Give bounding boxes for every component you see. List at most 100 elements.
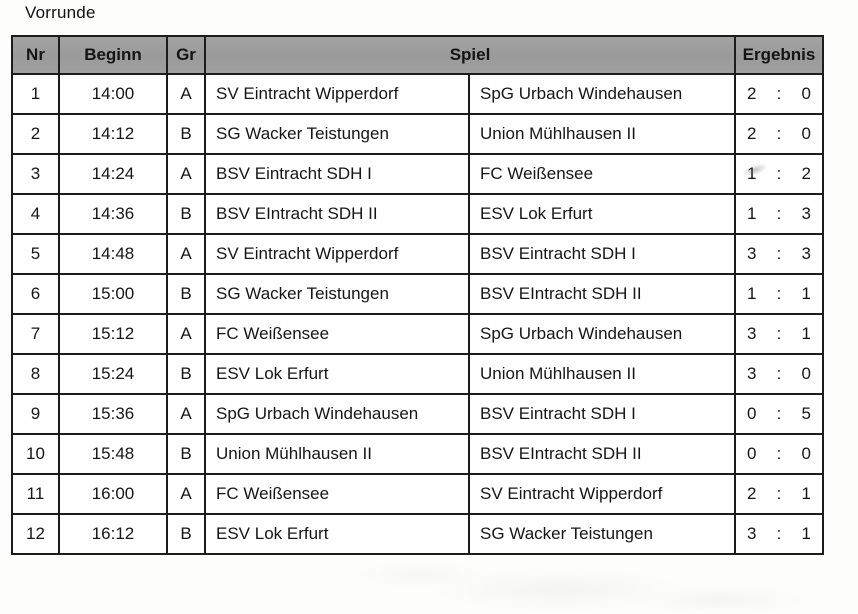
away-team: SpG Urbach Windehausen	[468, 313, 736, 355]
score-separator: :	[776, 404, 782, 423]
score-away: 3	[801, 244, 811, 263]
match-time: 14:48	[58, 233, 168, 275]
score-home: 0	[747, 404, 757, 423]
match-number: 10	[11, 433, 60, 475]
score-home: 1	[747, 204, 757, 223]
match-time: 14:00	[58, 73, 168, 115]
score-away: 0	[801, 124, 811, 143]
score-away: 0	[801, 364, 811, 383]
score-separator: :	[776, 484, 782, 503]
table-row: 3 14:24 A BSV Eintracht SDH I FC Weißens…	[11, 153, 824, 195]
column-header-nr: Nr	[11, 35, 60, 75]
score-wrap: 3 : 1	[737, 316, 821, 352]
home-team: BSV EIntracht SDH II	[204, 193, 470, 235]
table-row: 2 14:12 B SG Wacker Teistungen Union Müh…	[11, 113, 824, 155]
match-score: 0 : 5	[734, 393, 824, 435]
score-home: 1	[747, 164, 757, 183]
match-score: 2 : 0	[734, 113, 824, 155]
score-separator: :	[776, 204, 782, 223]
score-wrap: 0 : 0	[737, 436, 821, 472]
page-title: Vorrunde	[25, 3, 96, 22]
score-separator: :	[776, 524, 782, 543]
home-team: Union Mühlhausen II	[204, 433, 470, 475]
score-away: 1	[801, 284, 811, 303]
table-row: 8 15:24 B ESV Lok Erfurt Union Mühlhause…	[11, 353, 824, 395]
score-wrap: 3 : 0	[737, 356, 821, 392]
match-number: 8	[11, 353, 60, 395]
match-score: 2 : 1	[734, 473, 824, 515]
match-group: B	[166, 273, 206, 315]
away-team: FC Weißensee	[468, 153, 736, 195]
score-home: 3	[747, 324, 757, 343]
match-time: 16:12	[58, 513, 168, 555]
score-wrap: 3 : 1	[737, 516, 821, 552]
table-row: 6 15:00 B SG Wacker Teistungen BSV EIntr…	[11, 273, 824, 315]
home-team: FC Weißensee	[204, 313, 470, 355]
score-wrap: 0 : 5	[737, 396, 821, 432]
match-score: 0 : 0	[734, 433, 824, 475]
match-score: 3 : 3	[734, 233, 824, 275]
away-team: BSV EIntracht SDH II	[468, 273, 736, 315]
match-number: 11	[11, 473, 60, 515]
column-header-spiel: Spiel	[204, 35, 736, 75]
score-separator: :	[776, 124, 782, 143]
match-time: 15:48	[58, 433, 168, 475]
match-time: 14:24	[58, 153, 168, 195]
score-separator: :	[776, 84, 782, 103]
away-team: SV Eintracht Wipperdorf	[468, 473, 736, 515]
away-team: BSV Eintracht SDH I	[468, 393, 736, 435]
table-row: 10 15:48 B Union Mühlhausen II BSV EIntr…	[11, 433, 824, 475]
score-wrap: 2 : 1	[737, 476, 821, 512]
score-away: 0	[801, 444, 811, 463]
score-separator: :	[776, 324, 782, 343]
match-group: A	[166, 153, 206, 195]
score-wrap: 1 : 3	[737, 196, 821, 232]
match-score: 2 : 0	[734, 73, 824, 115]
match-group: B	[166, 433, 206, 475]
score-away: 0	[801, 84, 811, 103]
match-number: 6	[11, 273, 60, 315]
match-number: 7	[11, 313, 60, 355]
match-score: 3 : 1	[734, 513, 824, 555]
home-team: SG Wacker Teistungen	[204, 113, 470, 155]
match-time: 15:36	[58, 393, 168, 435]
match-number: 5	[11, 233, 60, 275]
table-row: 1 14:00 A SV Eintracht Wipperdorf SpG Ur…	[11, 73, 824, 115]
score-away: 1	[801, 324, 811, 343]
home-team: BSV Eintracht SDH I	[204, 153, 470, 195]
column-header-beginn: Beginn	[58, 35, 168, 75]
score-wrap: 1 : 1	[737, 276, 821, 312]
home-team: SV Eintracht Wipperdorf	[204, 73, 470, 115]
score-away: 2	[801, 164, 811, 183]
match-group: B	[166, 113, 206, 155]
score-separator: :	[776, 284, 782, 303]
match-number: 12	[11, 513, 60, 555]
table-row: 7 15:12 A FC Weißensee SpG Urbach Windeh…	[11, 313, 824, 355]
match-time: 16:00	[58, 473, 168, 515]
away-team: SpG Urbach Windehausen	[468, 73, 736, 115]
match-time: 15:24	[58, 353, 168, 395]
table-row: 9 15:36 A SpG Urbach Windehausen BSV Ein…	[11, 393, 824, 435]
score-home: 3	[747, 244, 757, 263]
score-home: 2	[747, 484, 757, 503]
match-score: 1 : 1	[734, 273, 824, 315]
score-home: 3	[747, 524, 757, 543]
match-schedule-table: Nr Beginn Gr Spiel Ergebnis 1 14:00 A SV…	[11, 35, 824, 555]
score-home: 2	[747, 84, 757, 103]
away-team: Union Mühlhausen II	[468, 353, 736, 395]
column-header-gr: Gr	[166, 35, 206, 75]
match-number: 1	[11, 73, 60, 115]
score-wrap: 2 : 0	[737, 116, 821, 152]
score-away: 1	[801, 484, 811, 503]
score-wrap: 1 : 2	[737, 156, 821, 192]
score-away: 3	[801, 204, 811, 223]
home-team: SpG Urbach Windehausen	[204, 393, 470, 435]
match-time: 14:12	[58, 113, 168, 155]
away-team: BSV Eintracht SDH I	[468, 233, 736, 275]
home-team: FC Weißensee	[204, 473, 470, 515]
home-team: SV Eintracht Wipperdorf	[204, 233, 470, 275]
match-group: A	[166, 393, 206, 435]
match-group: A	[166, 473, 206, 515]
match-group: B	[166, 353, 206, 395]
